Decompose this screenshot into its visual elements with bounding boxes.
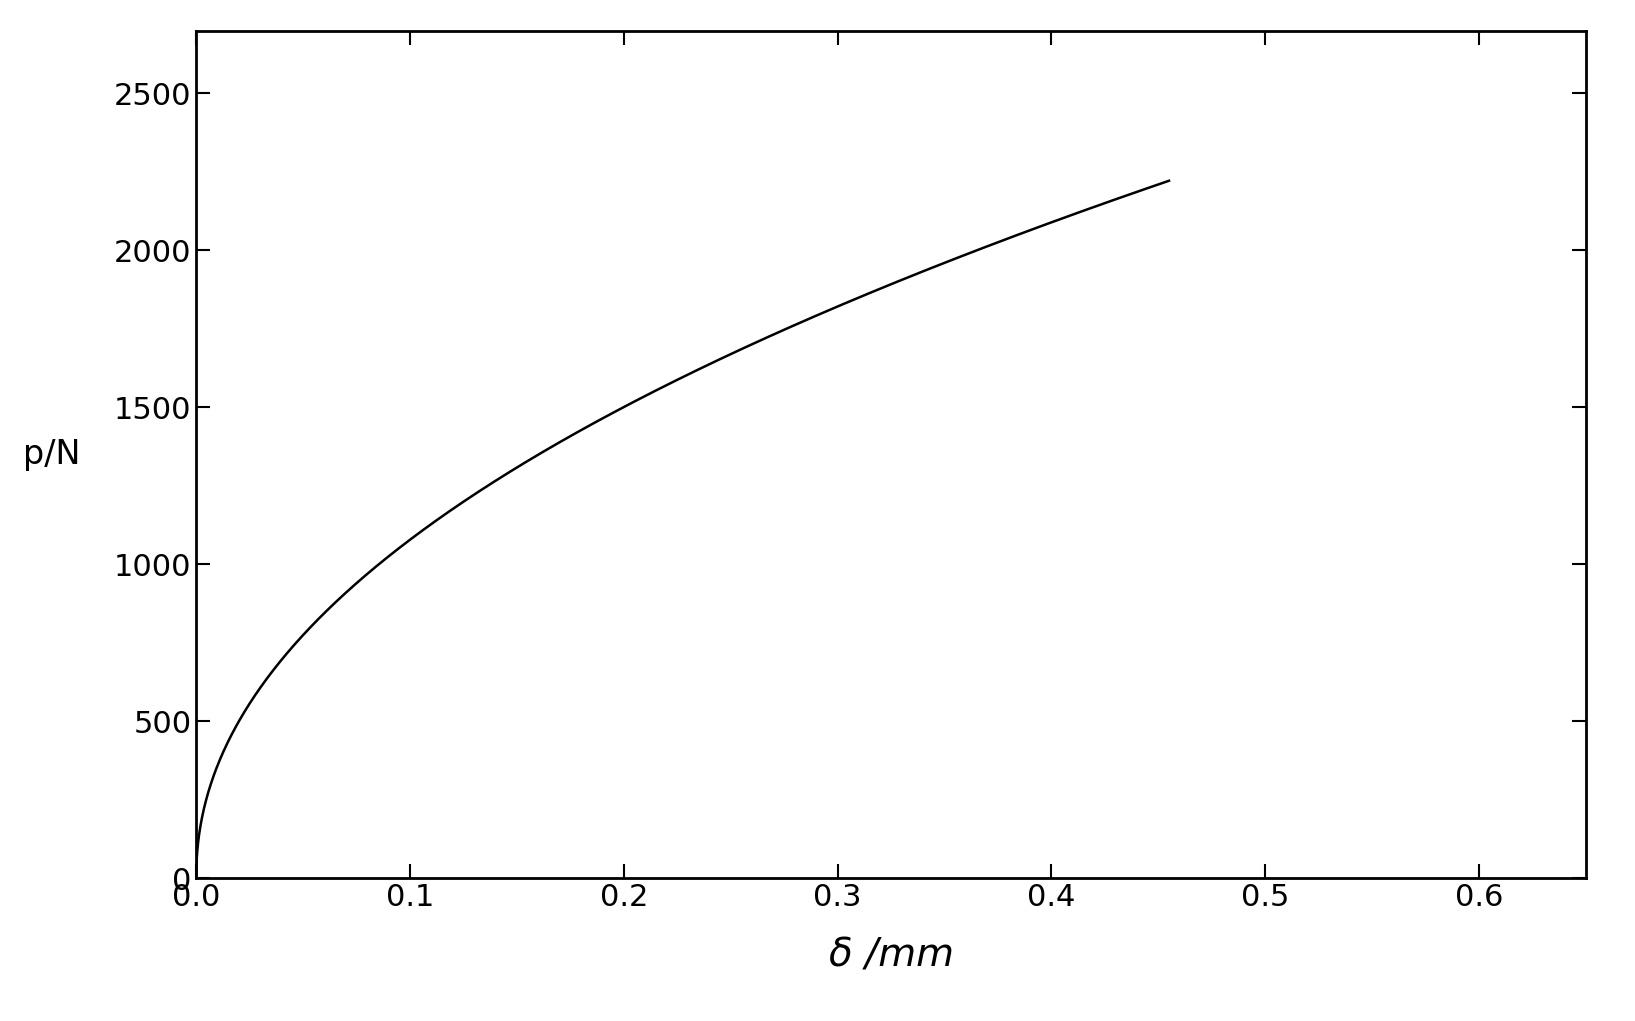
Y-axis label: p/N: p/N [23, 438, 80, 471]
X-axis label: δ /mm: δ /mm [829, 937, 953, 975]
